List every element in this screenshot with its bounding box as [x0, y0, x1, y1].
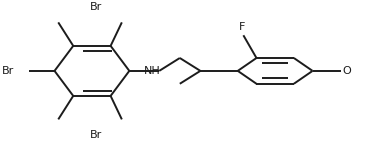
- Text: O: O: [342, 66, 351, 76]
- Text: Br: Br: [90, 2, 102, 12]
- Text: NH: NH: [144, 66, 161, 76]
- Text: F: F: [239, 22, 245, 32]
- Text: Br: Br: [90, 130, 102, 140]
- Text: Br: Br: [2, 66, 14, 76]
